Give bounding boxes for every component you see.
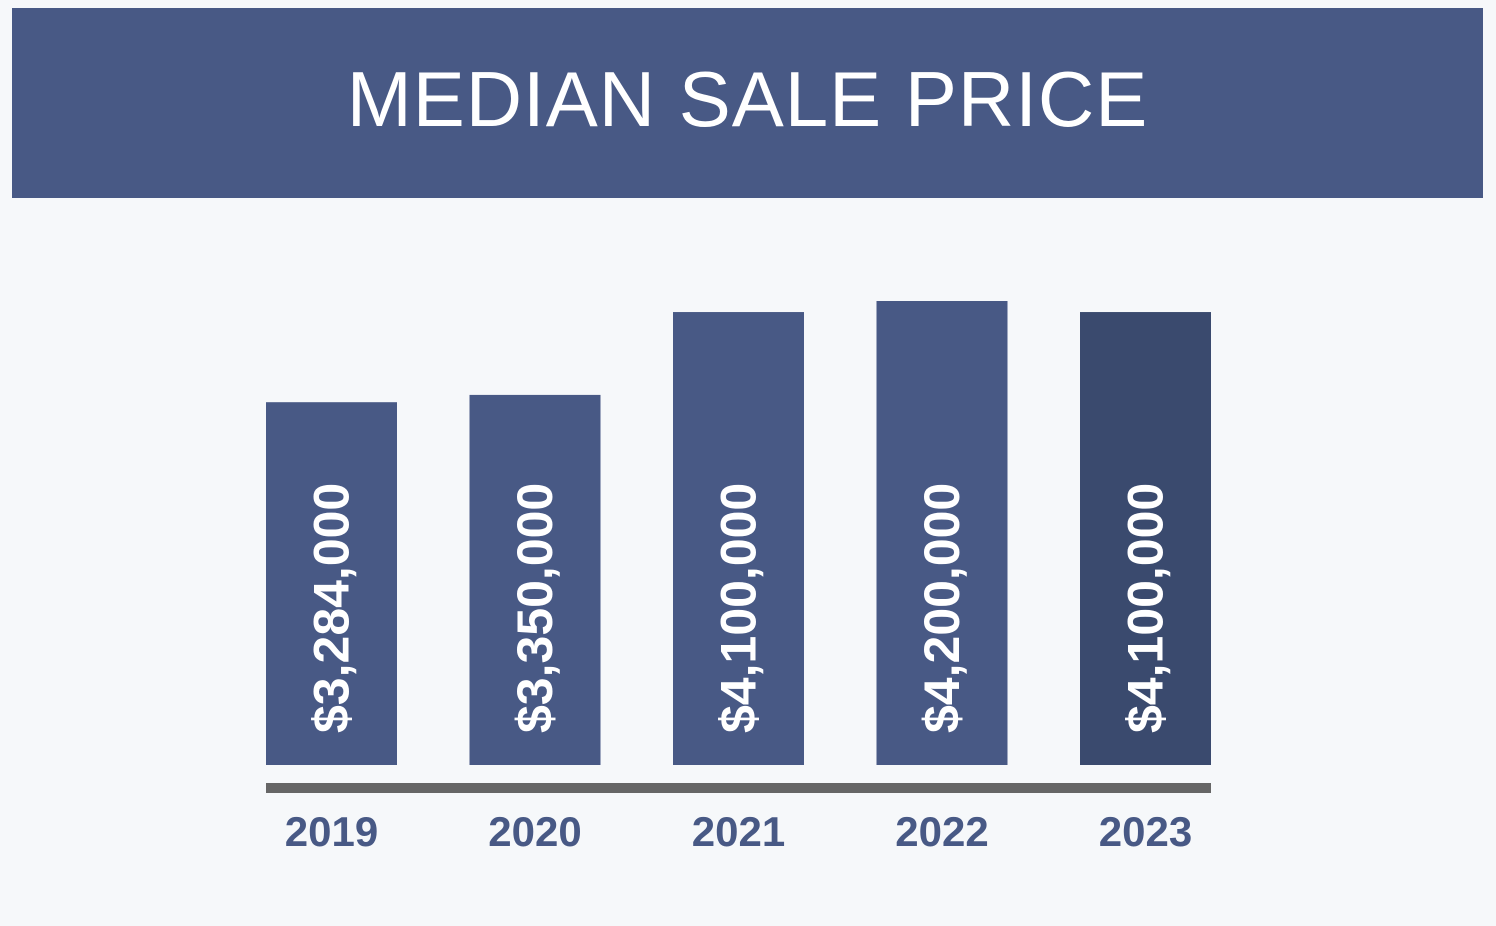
x-tick-label-2020: 2020	[488, 808, 581, 855]
bar-2020	[469, 394, 601, 765]
bar-2023	[1080, 312, 1211, 765]
bar-2019	[266, 402, 397, 765]
bar-value-label-2021: $4,100,000	[711, 483, 767, 733]
bar-value-label-2019: $3,284,000	[304, 483, 360, 733]
bar-value-label-2022: $4,200,000	[914, 483, 970, 733]
x-axis-line	[266, 783, 1211, 793]
bar-value-label-2020: $3,350,000	[507, 483, 563, 733]
bar-2021	[673, 312, 804, 765]
title-banner: MEDIAN SALE PRICE	[12, 8, 1483, 198]
bar-value-label-2023: $4,100,000	[1118, 483, 1174, 733]
x-tick-label-2019: 2019	[285, 808, 378, 855]
bar-2022	[876, 301, 1008, 765]
x-tick-label-2022: 2022	[895, 808, 988, 855]
x-tick-label-2023: 2023	[1099, 808, 1192, 855]
x-tick-label-2021: 2021	[692, 808, 785, 855]
chart-title: MEDIAN SALE PRICE	[346, 54, 1149, 143]
